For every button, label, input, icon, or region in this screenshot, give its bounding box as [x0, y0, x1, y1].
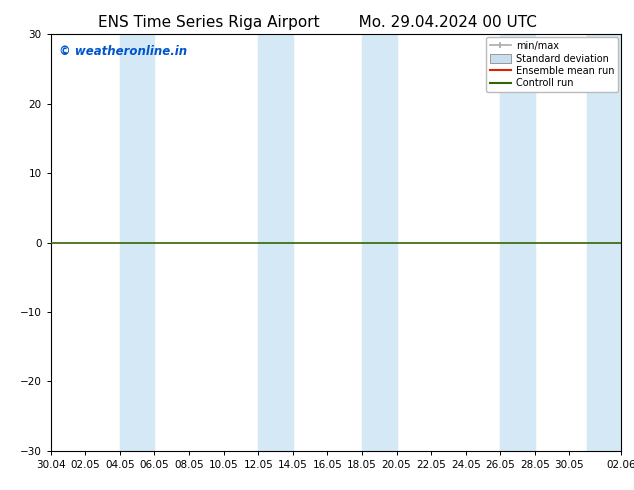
Bar	[586, 34, 621, 451]
Text: © weatheronline.in: © weatheronline.in	[59, 45, 188, 58]
Legend: min/max, Standard deviation, Ensemble mean run, Controll run: min/max, Standard deviation, Ensemble me…	[486, 37, 618, 92]
Bar	[120, 34, 155, 451]
Text: ENS Time Series Riga Airport        Mo. 29.04.2024 00 UTC: ENS Time Series Riga Airport Mo. 29.04.2…	[98, 15, 536, 30]
Bar	[500, 34, 535, 451]
Bar	[362, 34, 396, 451]
Bar	[258, 34, 293, 451]
